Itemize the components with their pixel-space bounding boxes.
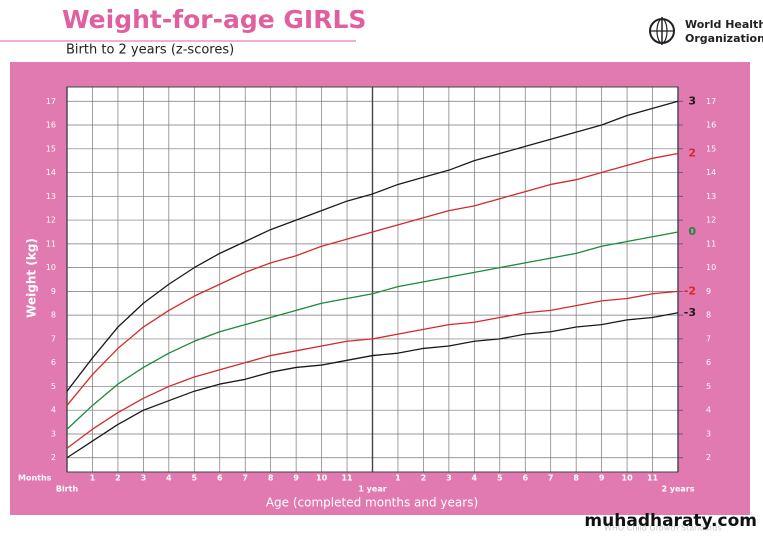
y-tick-label: 7 (706, 334, 711, 343)
y-tick-label: 7 (51, 334, 56, 343)
z-score-line (66, 231, 679, 430)
x-tick-label: 3 (446, 474, 452, 483)
y-tick-label: 8 (706, 311, 711, 320)
line-label: 2 (688, 147, 696, 160)
title: Weight-for-age GIRLS (62, 5, 366, 34)
y-tick-label: 14 (706, 168, 716, 177)
x-tick-label: 2 (115, 474, 121, 483)
line-label: -2 (684, 284, 696, 297)
x-tick-label: 10 (622, 474, 634, 483)
line-label: 3 (688, 94, 696, 107)
y-tick-label: 13 (706, 192, 716, 201)
source: WHO Child Growth Standards (604, 524, 722, 533)
x-tick-label: 8 (268, 474, 274, 483)
z-score-line (66, 152, 679, 406)
x-tick-label: 5 (497, 474, 503, 483)
y-tick-label: 2 (51, 453, 56, 462)
y-tick-label: 9 (706, 287, 711, 296)
y-tick-label: 4 (51, 406, 56, 415)
watermark: muhadharaty.com (584, 511, 757, 531)
plot-frame (66, 86, 679, 473)
y-tick-label: 5 (51, 382, 56, 391)
x-tick-label: 7 (242, 474, 248, 483)
org-name: World Health (685, 18, 763, 31)
x-tick-label: 6 (217, 474, 223, 483)
y-tick-label: 11 (46, 239, 56, 248)
subtitle: Birth to 2 years (z-scores) (66, 43, 234, 58)
y-tick-label: 17 (706, 97, 716, 106)
z-score-line (66, 290, 679, 449)
y-tick-label: 12 (706, 216, 716, 225)
y-tick-label: 3 (51, 429, 56, 438)
x-tick-label: 3 (141, 474, 147, 483)
y-tick-label: 10 (706, 263, 716, 272)
x-tick-label: 2 (421, 474, 427, 483)
y-tick-label: 10 (46, 263, 56, 272)
x-tick-label: 1 (90, 474, 96, 483)
y-tick-label: 8 (51, 311, 56, 320)
y-tick-label: 3 (706, 429, 711, 438)
x-tick-label: 9 (599, 474, 605, 483)
y-tick-label: 14 (46, 168, 56, 177)
x-tick-label: Birth (56, 485, 79, 494)
x-tick-label: 4 (166, 474, 172, 483)
y-tick-label: 11 (706, 239, 716, 248)
y-tick-label: 2 (706, 453, 711, 462)
x-tick-label: 4 (472, 474, 478, 483)
y-tick-label: 16 (46, 121, 56, 130)
y-tick-label: 5 (706, 382, 711, 391)
x-tick-label: 10 (316, 474, 328, 483)
x-tick-label: 5 (192, 474, 198, 483)
y-tick-label: 9 (51, 287, 56, 296)
y-tick-label: 13 (46, 192, 56, 201)
x-tick-label: 9 (293, 474, 299, 483)
x-tick-label: 11 (647, 474, 659, 483)
y-tick-label: 6 (706, 358, 711, 367)
y-tick-label: 12 (46, 216, 56, 225)
who-logo (649, 17, 675, 45)
line-label: -3 (684, 306, 696, 319)
x-tick-label: 11 (341, 474, 353, 483)
y-tick-label: 6 (51, 358, 56, 367)
z-score-line (66, 312, 679, 459)
y-tick-label: 15 (46, 144, 56, 153)
x-tick-label: 1 (395, 474, 401, 483)
line-label: 0 (688, 225, 696, 238)
y-tick-label: 17 (46, 97, 56, 106)
org-name: Organization (685, 32, 763, 45)
x-tick-label: 7 (548, 474, 554, 483)
y-tick-label: 4 (706, 406, 711, 415)
y-tick-label: 15 (706, 144, 716, 153)
y-axis-label: Weight (kg) (25, 238, 39, 318)
x-unit-label: Months (18, 474, 52, 483)
x-tick-label: 2 years (661, 485, 694, 494)
x-tick-label: 8 (573, 474, 579, 483)
x-axis-label: Age (completed months and years) (266, 496, 478, 510)
x-tick-label: 6 (522, 474, 528, 483)
z-score-line (66, 100, 679, 392)
x-tick-label: 1 year (358, 485, 386, 494)
y-tick-label: 16 (706, 121, 716, 130)
